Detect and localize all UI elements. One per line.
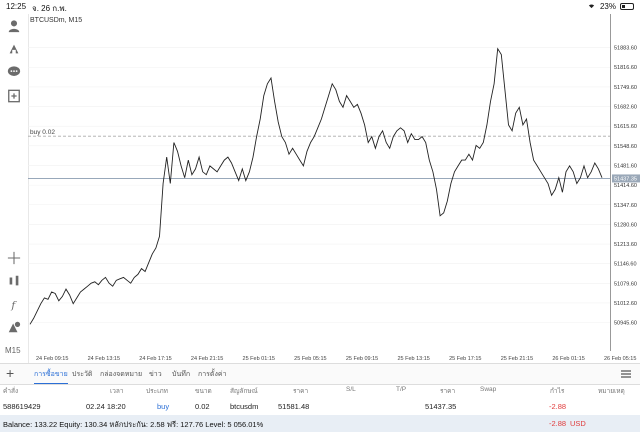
order-profit: -2.88: [549, 402, 567, 411]
tab-settings[interactable]: การตั้งค่า: [198, 371, 227, 378]
new-order-icon[interactable]: [6, 88, 22, 104]
col-order: คำสั่ง: [3, 388, 19, 395]
col-price: ราคา: [293, 388, 309, 395]
time-tick-label: 25 Feb 17:15: [449, 356, 481, 362]
col-type: ประเภท: [146, 388, 168, 395]
status-battery: 23%: [599, 2, 616, 11]
col-size: ขนาด: [195, 388, 212, 395]
price-tick-label: 51012.60: [614, 301, 637, 307]
time-axis: 24 Feb 09:15 24 Feb 13:15 24 Feb 17:15 24 F…: [36, 356, 636, 362]
status-bar: 12:25 จ. 26 ก.พ. 23%: [0, 0, 640, 14]
price-tick-label: 51481.60: [614, 163, 637, 169]
bottom-strip: [0, 432, 640, 447]
time-tick-label: 24 Feb 09:15: [36, 356, 68, 362]
price-tick-label: 51548.60: [614, 144, 637, 150]
account-icon[interactable]: [6, 18, 22, 34]
col-profit: กำไร: [550, 388, 565, 395]
order-price: 51581.48: [278, 402, 310, 411]
price-tick-label: 51883.60: [614, 46, 637, 52]
col-comment: หมายเหตุ: [598, 388, 625, 395]
time-tick-label: 25 Feb 21:15: [501, 356, 533, 362]
tab-news[interactable]: ข่าว: [149, 371, 162, 378]
svg-text:f: f: [10, 299, 17, 311]
price-tick-label: 51079.60: [614, 281, 637, 287]
current-price-tag-label: 51437.35: [614, 176, 637, 182]
tab-mailbox[interactable]: กล่องจดหมาย: [100, 371, 143, 378]
price-tick-label: 51146.60: [614, 262, 637, 268]
price-tick-label: 51347.60: [614, 203, 637, 209]
objects-icon[interactable]: [6, 319, 22, 335]
timeframe-label[interactable]: M15: [5, 346, 21, 355]
order-current-price: 51437.35: [425, 402, 457, 411]
chart-title: BTCUSDm, M15: [30, 17, 82, 24]
profit-currency: USD: [570, 419, 586, 428]
time-tick-label: 24 Feb 17:15: [139, 356, 171, 362]
time-tick-label: 25 Feb 05:15: [294, 356, 326, 362]
time-tick-label: 24 Feb 13:15: [88, 356, 120, 362]
price-tick-label: 51213.60: [614, 242, 637, 248]
time-tick-label: 25 Feb 01:15: [243, 356, 275, 362]
time-tick-label: 26 Feb 05:15: [604, 356, 636, 362]
col-current-price: ราคา: [440, 388, 456, 395]
function-icon[interactable]: f: [6, 296, 22, 312]
order-symbol: btcusdm: [230, 402, 259, 411]
price-tick-label: 51749.60: [614, 85, 637, 91]
col-symbol: สัญลักษณ์: [230, 388, 258, 395]
time-tick-label: 24 Feb 21:15: [191, 356, 223, 362]
order-id: 588619429: [3, 402, 41, 411]
status-time: 12:25: [6, 2, 27, 11]
price-tick-label: 51280.60: [614, 222, 637, 228]
crosshair-icon[interactable]: [6, 250, 22, 266]
add-icon[interactable]: +: [6, 365, 15, 381]
order-type: buy: [157, 402, 170, 411]
time-tick-label: 25 Feb 09:15: [346, 356, 378, 362]
order-size: 0.02: [195, 402, 210, 411]
price-tick-label: 51414.60: [614, 183, 637, 189]
indicators-icon[interactable]: [6, 273, 22, 289]
buy-level-label: buy 0.02: [30, 129, 55, 136]
left-toolbar: f M15: [0, 14, 29, 363]
price-tick-label: 51615.60: [614, 124, 637, 130]
account-summary: Balance: 133.22 Equity: 130.34 หลักประกั…: [3, 420, 264, 429]
tab-journal[interactable]: บันทึก: [172, 371, 191, 378]
price-axis: 51883.60 51816.60 51749.60 51682.60 51615.60…: [610, 14, 640, 351]
wifi-icon: [587, 2, 596, 11]
table-row[interactable]: 588619429 02.24 18:20 buy 0.02 btcusdm 5…: [0, 397, 640, 414]
col-swap: Swap: [480, 386, 497, 393]
battery-icon: [620, 3, 634, 10]
total-profit: -2.88: [549, 419, 567, 428]
col-tp: T/P: [396, 386, 407, 393]
orders-table-header: คำสั่ง เวลา ประเภท ขนาด สัญลักษณ์ ราคา S…: [0, 383, 640, 396]
trade-icon[interactable]: [6, 41, 22, 57]
account-summary-bar: Balance: 133.22 Equity: 130.34 หลักประกั…: [0, 415, 640, 432]
status-date: จ. 26 ก.พ.: [32, 4, 67, 13]
menu-icon[interactable]: [620, 367, 632, 385]
col-sl: S/L: [346, 386, 356, 393]
chat-icon[interactable]: [6, 64, 22, 80]
order-time: 02.24 18:20: [86, 402, 126, 411]
price-chart[interactable]: BTCUSDm, M15 buy 0.02: [28, 14, 610, 351]
tab-history[interactable]: ประวัติ: [72, 371, 93, 378]
terminal-tabbar: + การซื้อขาย ประวัติ กล่องจดหมาย ข่าว บั…: [0, 363, 640, 385]
price-tick-label: 50945.60: [614, 321, 637, 327]
price-tick-label: 51682.60: [614, 105, 637, 111]
price-series-line: [29, 47, 603, 325]
current-price-tag: [612, 174, 640, 183]
time-tick-label: 26 Feb 01:15: [552, 356, 584, 362]
tab-trade[interactable]: การซื้อขาย: [34, 371, 68, 384]
col-time: เวลา: [110, 388, 124, 395]
time-tick-label: 25 Feb 13:15: [397, 356, 429, 362]
price-tick-label: 51816.60: [614, 65, 637, 71]
